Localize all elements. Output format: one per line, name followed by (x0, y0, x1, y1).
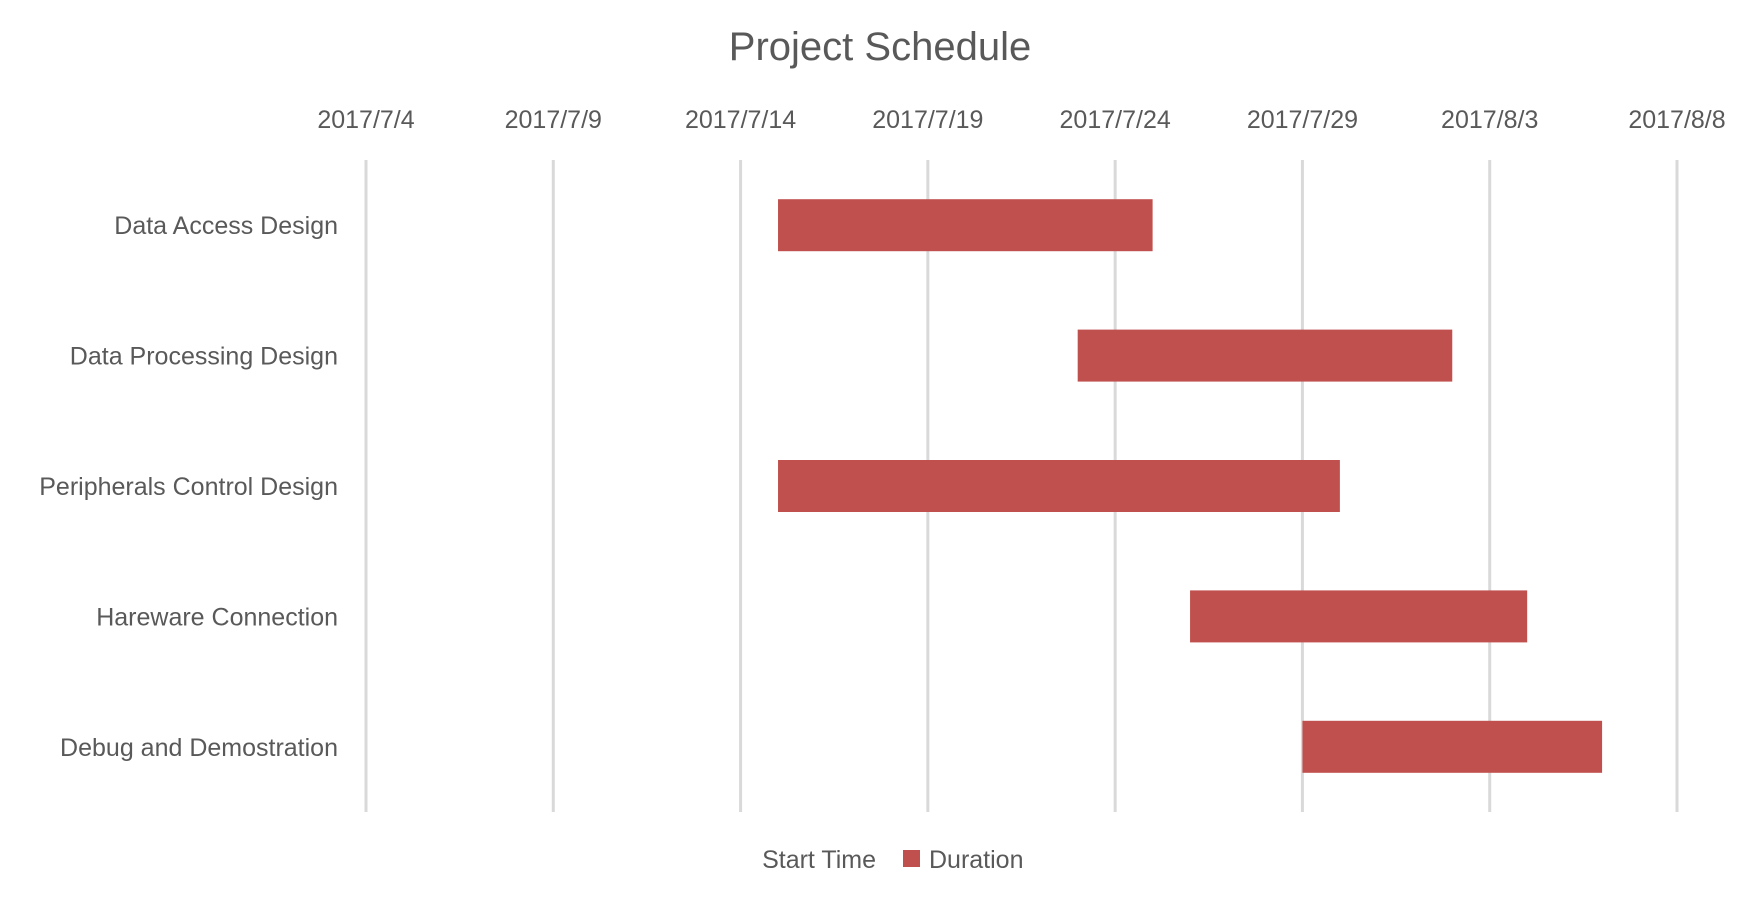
x-tick-label: 2017/8/3 (1441, 106, 1538, 134)
legend-label-duration: Duration (929, 846, 1024, 874)
legend-label-start-time: Start Time (762, 846, 876, 874)
chart-title: Project Schedule (729, 25, 1031, 69)
x-axis-tick-labels: 2017/7/4 2017/7/9 2017/7/14 2017/7/19 2017/7… (317, 106, 1725, 134)
x-tick-label: 2017/7/19 (872, 106, 983, 134)
x-tick-label: 2017/7/4 (317, 106, 414, 134)
category-label: Hareware Connection (96, 603, 338, 631)
x-tick-label: 2017/7/29 (1247, 106, 1358, 134)
duration-bar (1190, 590, 1528, 643)
category-label: Data Processing Design (70, 343, 338, 371)
legend-swatch-duration (903, 850, 920, 867)
x-tick-label: 2017/7/9 (505, 106, 602, 134)
duration-bar (778, 460, 1340, 512)
x-tick-label: 2017/8/8 (1628, 106, 1725, 134)
category-labels: Data Access Design Data Processing Design… (39, 212, 338, 762)
duration-bar (1077, 329, 1453, 382)
category-label: Debug and Demostration (60, 734, 338, 762)
duration-bar (778, 199, 1153, 252)
duration-bar (1302, 720, 1603, 773)
category-label: Peripherals Control Design (39, 473, 338, 501)
duration-bars (778, 199, 1603, 773)
x-tick-label: 2017/7/24 (1060, 106, 1171, 134)
legend: Start Time Duration (762, 846, 1023, 874)
x-tick-label: 2017/7/14 (685, 106, 796, 134)
category-label: Data Access Design (114, 212, 338, 240)
